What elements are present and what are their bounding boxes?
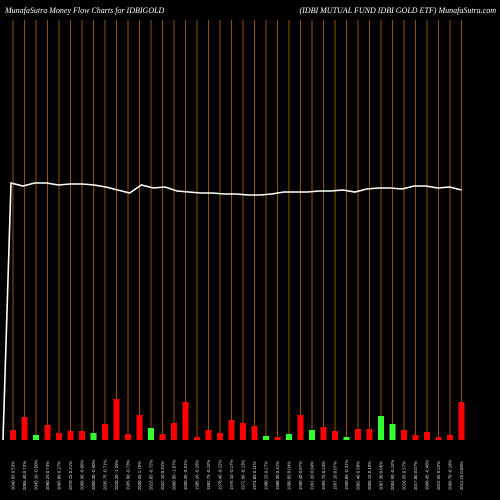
money-flow-line	[2, 181, 462, 441]
chart-title: MunafaSutra Money Flow Charts for IDBIGO…	[4, 6, 165, 15]
bar	[56, 433, 62, 440]
x-tick-label: 2040.65 0.53%	[11, 461, 16, 490]
x-tick-label: 2006.15 0.19%	[367, 461, 372, 490]
x-tick-label: 1997.10 0.07%	[333, 461, 338, 490]
bar	[378, 416, 384, 440]
x-tick-label: 2030.45 1.75%	[137, 461, 142, 490]
bar	[228, 420, 235, 440]
x-tick-label: 1982.75 -0.12%	[206, 459, 211, 490]
bar	[136, 415, 143, 440]
x-tick-label: 2002.40 0.58%	[356, 461, 361, 490]
x-tick-label: 1978.40 -0.22%	[218, 459, 223, 490]
bar	[458, 402, 465, 440]
x-tick-label: 1990.40 0.07%	[298, 461, 303, 490]
bar	[182, 402, 189, 440]
x-tick-label: 1995.60 -0.73%	[126, 459, 131, 490]
bar	[309, 430, 315, 440]
bar	[148, 428, 154, 440]
x-tick-label: 1974.85 0.11%	[252, 461, 257, 490]
bar	[401, 430, 407, 440]
bar	[125, 434, 131, 440]
x-tick-label: 1975.10 -0.17%	[229, 459, 234, 490]
bar	[217, 433, 223, 440]
bar	[424, 432, 430, 440]
x-tick-label: 2065.80 0.27%	[57, 461, 62, 490]
bar	[343, 437, 350, 440]
x-tick-label: 1989.05 0.04%	[287, 461, 292, 490]
bar	[44, 425, 51, 440]
x-tick-label: 1985.20 -0.26%	[195, 459, 200, 490]
x-tick-label: 2011.25 0.08%	[459, 461, 464, 490]
bar	[251, 426, 258, 440]
x-tick-label: 1988.30 0.41%	[275, 461, 280, 490]
bar	[90, 433, 97, 440]
bar	[159, 434, 166, 440]
bar	[366, 429, 373, 440]
x-tick-label: 2035.75 -0.71%	[103, 459, 108, 490]
bar	[205, 430, 212, 440]
bar	[412, 435, 419, 440]
x-tick-label: 2060.25 0.74%	[45, 461, 50, 490]
bar	[113, 399, 120, 440]
bar	[320, 427, 327, 440]
bar	[67, 431, 74, 440]
bar	[332, 431, 338, 440]
bar	[274, 437, 281, 440]
x-tick-label: 2055.40 0.72%	[22, 461, 27, 490]
bar	[21, 417, 28, 440]
x-tick-label: 2008.45 -0.46%	[425, 459, 430, 490]
x-tick-label: 1990.35 -0.51%	[183, 459, 188, 490]
x-tick-label: 1980.25 0.27%	[264, 461, 269, 490]
bar	[447, 435, 453, 440]
x-tick-label: 1990.85 -0.31%	[344, 459, 349, 490]
bar	[263, 436, 269, 440]
x-tick-label: 2070.15 0.21%	[68, 461, 73, 490]
x-tick-label: 1972.60 -0.13%	[241, 459, 246, 490]
bar	[355, 429, 361, 440]
bar	[79, 431, 85, 440]
x-tick-label: 2009.70 -0.16%	[448, 459, 453, 490]
bar	[102, 424, 108, 440]
x-tick-label: 2017.80 0.07%	[413, 461, 418, 490]
bar	[389, 424, 396, 440]
x-tick-label: 2004.90 -0.12%	[390, 459, 395, 490]
bar	[33, 435, 39, 440]
x-tick-label: 2000.50 -1.07%	[172, 459, 177, 490]
bar	[194, 437, 200, 440]
x-tick-label: 2007.30 0.06%	[379, 461, 384, 490]
x-tick-label: 2022.10 0.31%	[160, 461, 165, 490]
x-tick-label: 2015.85 -0.72%	[149, 459, 154, 490]
x-tick-label: 2050.30 -0.90%	[91, 459, 96, 490]
bar	[435, 437, 442, 440]
bar	[240, 423, 246, 440]
x-tick-label: 2012.95 0.22%	[436, 461, 441, 490]
chart-subtitle: (IDBI MUTUAL FUND IDBI GOLD ETF) MunafaS…	[299, 6, 496, 15]
x-tick-label: 1995.75 0.23%	[321, 461, 326, 490]
x-tick-label: 1991.20 0.04%	[310, 461, 315, 490]
x-tick-label: 2045.10 -0.50%	[34, 459, 39, 490]
bar	[297, 415, 304, 440]
x-tick-label: 2016.35 0.57%	[402, 461, 407, 490]
bar	[286, 434, 292, 440]
x-tick-label: 2010.20 -1.26%	[114, 459, 119, 490]
bar	[10, 430, 16, 440]
bar	[171, 423, 177, 440]
x-tick-label: 2068.90 -0.06%	[80, 459, 85, 490]
